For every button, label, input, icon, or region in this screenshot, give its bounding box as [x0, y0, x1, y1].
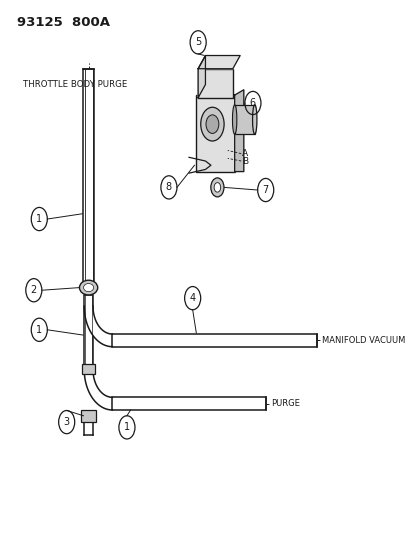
Text: 7: 7	[262, 185, 268, 195]
FancyBboxPatch shape	[82, 364, 95, 374]
FancyBboxPatch shape	[196, 95, 234, 172]
FancyBboxPatch shape	[84, 295, 93, 369]
Text: 93125  800A: 93125 800A	[17, 16, 110, 29]
Circle shape	[200, 107, 223, 141]
Text: MANIFOLD VACUUM: MANIFOLD VACUUM	[322, 336, 405, 345]
Circle shape	[214, 183, 220, 192]
Text: 8: 8	[166, 182, 171, 192]
Text: 5: 5	[195, 37, 201, 47]
Text: B: B	[241, 157, 247, 166]
Polygon shape	[198, 55, 205, 98]
Polygon shape	[84, 369, 112, 410]
Polygon shape	[84, 306, 112, 346]
FancyBboxPatch shape	[112, 397, 265, 410]
Text: THROTTLE BODY PURGE: THROTTLE BODY PURGE	[23, 80, 127, 89]
Text: 1: 1	[36, 325, 42, 335]
Circle shape	[210, 178, 223, 197]
FancyBboxPatch shape	[112, 334, 316, 346]
FancyBboxPatch shape	[83, 69, 93, 284]
Ellipse shape	[83, 284, 93, 292]
Ellipse shape	[252, 105, 256, 134]
Text: 1: 1	[123, 422, 130, 432]
Ellipse shape	[79, 280, 97, 295]
Text: 3: 3	[64, 417, 69, 427]
Text: PURGE: PURGE	[271, 399, 299, 408]
Text: 4: 4	[189, 293, 195, 303]
Polygon shape	[234, 90, 243, 172]
Polygon shape	[198, 55, 240, 69]
Text: 6: 6	[249, 98, 255, 108]
Text: 2: 2	[31, 285, 37, 295]
Circle shape	[206, 115, 218, 133]
FancyBboxPatch shape	[81, 410, 96, 422]
Text: 1: 1	[36, 214, 42, 224]
Ellipse shape	[232, 105, 236, 134]
FancyBboxPatch shape	[234, 105, 254, 134]
Text: A: A	[241, 149, 247, 158]
FancyBboxPatch shape	[198, 69, 232, 98]
